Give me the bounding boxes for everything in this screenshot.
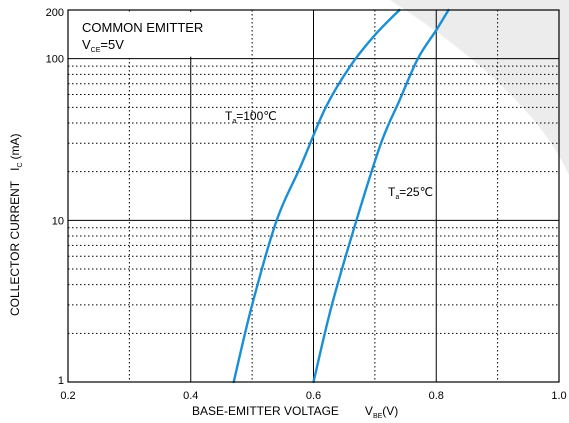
- background-decoration: [390, 0, 569, 175]
- series-line-1: [312, 8, 450, 384]
- y-axis-label: COLLECTOR CURRENTIC(mA): [8, 133, 24, 316]
- y-tick-label: 1: [58, 375, 64, 387]
- x-tick-label: 0.4: [183, 390, 198, 402]
- x-tick-label: 0.6: [306, 390, 321, 402]
- series-label-25c: Ta=25℃: [388, 185, 433, 201]
- legend-box: [70, 12, 230, 57]
- series-lines: [232, 8, 450, 384]
- x-tick-label: 1.0: [551, 390, 566, 402]
- x-axis-label: BASE-EMITTER VOLTAGE VBE(V): [192, 404, 398, 420]
- series-line-0: [232, 8, 401, 384]
- y-tick-label: 100: [46, 54, 64, 66]
- major-gridlines: [68, 10, 559, 382]
- chart-title: COMMON EMITTER: [82, 20, 203, 35]
- x-tick-labels: 0.2 0.4 0.6 0.8 1.0: [60, 390, 566, 402]
- series-label-100c: Ta=100℃: [225, 109, 277, 125]
- x-tick-label: 0.2: [60, 390, 75, 402]
- plot-frame: [67, 9, 560, 383]
- y-tick-labels: 1 10 100 200: [46, 7, 64, 387]
- y-tick-label: 200: [46, 7, 64, 19]
- y-tick-label: 10: [52, 215, 64, 227]
- x-tick-label: 0.8: [429, 390, 444, 402]
- condition-label: VCE=5V: [82, 37, 124, 54]
